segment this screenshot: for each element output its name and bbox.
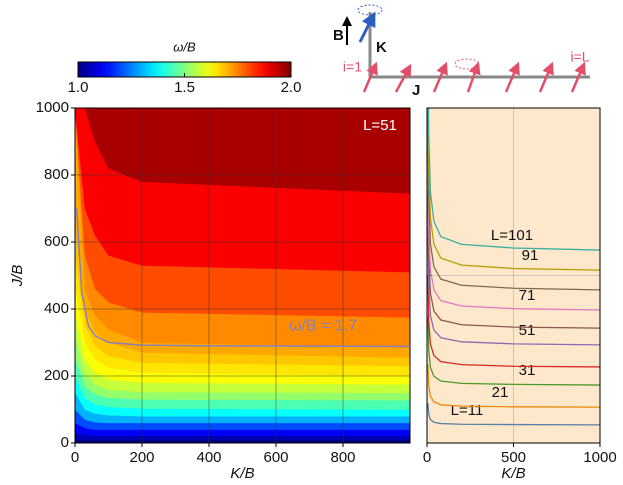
- contour-line: [75, 208, 410, 348]
- y-tick-label: 600: [44, 233, 69, 250]
- line-series: [427, 226, 600, 346]
- x-tick-label: 0: [423, 449, 431, 466]
- x-tick-label: 200: [129, 449, 154, 466]
- spin-chain-diagram: B K J i=1 i=L: [333, 4, 590, 99]
- annotation: L=51: [363, 117, 397, 134]
- label-j: J: [412, 82, 420, 99]
- line-series: [427, 150, 600, 311]
- line-series: [427, 275, 600, 368]
- x-tick-label: 0: [71, 449, 79, 466]
- x-axis-label: K/B: [230, 465, 254, 482]
- contour-label: ω/B = 1.7: [289, 318, 357, 335]
- heatmap-band: [75, 439, 410, 443]
- x-axis-label: K/B: [501, 465, 525, 482]
- series-label: L=101: [491, 227, 533, 244]
- heatmap-band: [75, 108, 410, 194]
- line-series: [427, 108, 600, 271]
- colorbar-tick-label: 2.0: [281, 79, 302, 96]
- precession: [454, 58, 480, 70]
- spins: [362, 61, 586, 93]
- x-tick-label: 400: [196, 449, 221, 466]
- y-tick-label: 0: [61, 434, 69, 451]
- y-tick-label: 800: [44, 166, 69, 183]
- heatmap: [75, 108, 410, 443]
- colorbar-label: ω/B: [173, 39, 196, 54]
- colorbar-tick-label: 1.5: [174, 79, 195, 96]
- line-series: [427, 403, 600, 426]
- series-label: 51: [519, 322, 536, 339]
- series-label: 71: [519, 287, 536, 304]
- y-axis-label: J/B: [9, 265, 26, 288]
- line-series: [427, 108, 600, 291]
- series-label: L=11: [451, 402, 484, 419]
- x-tick-label: 800: [330, 449, 355, 466]
- label-b: B: [333, 27, 344, 44]
- y-tick-label: 1000: [36, 99, 69, 116]
- label-k: K: [376, 39, 387, 56]
- y-tick-label: 200: [44, 367, 69, 384]
- x-tick-label: 600: [263, 449, 288, 466]
- colorbar-tick-label: 1.0: [68, 79, 89, 96]
- series-label: 31: [519, 362, 536, 379]
- y-tick-label: 400: [44, 300, 69, 317]
- line-series: [427, 108, 600, 251]
- label-first: i=1: [343, 59, 362, 75]
- x-tick-label: 500: [501, 449, 526, 466]
- plot-frame: [74, 107, 411, 444]
- series-label: 21: [492, 384, 509, 401]
- x-tick-label: 1000: [583, 449, 616, 466]
- line-series: [427, 315, 600, 386]
- label-last: i=L: [570, 49, 589, 65]
- plot-frame: [426, 107, 601, 444]
- line-series: [427, 190, 600, 329]
- series-label: 91: [522, 247, 539, 264]
- line-series: [427, 364, 600, 408]
- spin: [358, 11, 376, 43]
